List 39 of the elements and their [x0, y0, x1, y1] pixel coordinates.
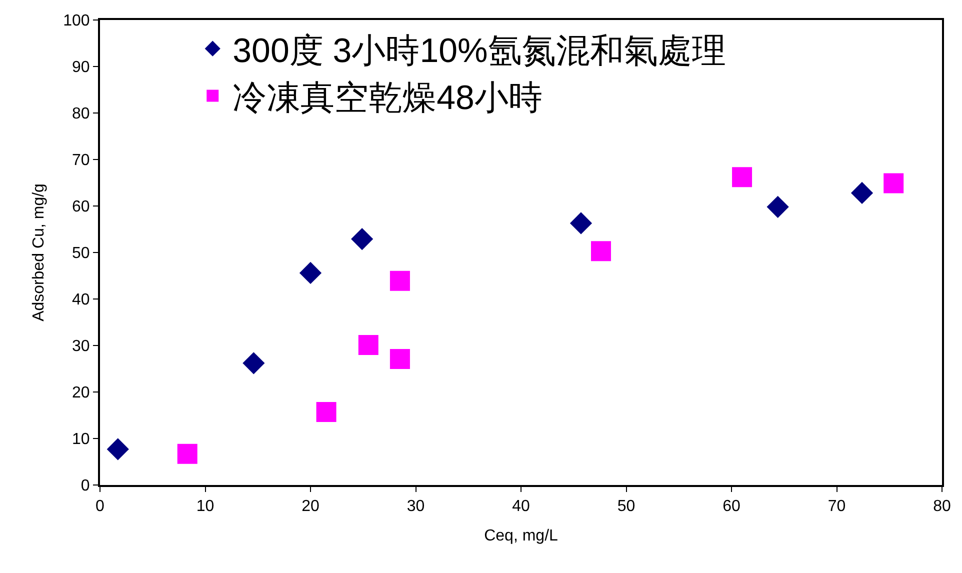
y-tick-label: 30	[72, 338, 90, 356]
point	[590, 241, 611, 262]
point	[242, 352, 265, 374]
point	[299, 262, 322, 284]
y-axis-title: Adsorbed Cu, mg/g	[30, 184, 48, 322]
point	[177, 444, 198, 464]
y-tick-label: 80	[72, 106, 90, 123]
x-tick-label: 40	[512, 498, 530, 516]
point	[884, 173, 904, 194]
x-tick-label: 20	[302, 498, 320, 516]
y-tick-label: 70	[72, 152, 90, 170]
point	[390, 348, 410, 369]
y-tick-label: 60	[72, 198, 90, 216]
legend-label: 300度 3小時10%氬氮混和氣處理	[232, 32, 726, 70]
point	[766, 196, 789, 218]
y-tick-label: 10	[72, 431, 90, 448]
x-tick-label: 50	[617, 498, 636, 516]
y-tick-label: 20	[72, 384, 90, 402]
x-tick-label: 0	[96, 498, 105, 516]
y-tick-label: 0	[80, 478, 90, 495]
point	[390, 270, 410, 291]
x-axis-title: Ceq, mg/L	[484, 527, 558, 544]
x-tick-label: 80	[933, 498, 951, 516]
y-tick-label: 50	[72, 245, 90, 262]
point	[351, 228, 374, 250]
y-tick-label: 40	[72, 292, 90, 309]
x-tick-label: 30	[406, 498, 425, 516]
point	[316, 402, 336, 422]
point	[106, 438, 129, 460]
x-tick-label: 70	[828, 498, 846, 516]
y-tick-label: 90	[72, 59, 90, 76]
point	[732, 167, 752, 188]
x-tick-label: 10	[196, 498, 214, 516]
x-tick-label: 60	[722, 498, 740, 516]
point	[570, 212, 592, 234]
point	[358, 335, 378, 356]
point	[850, 182, 874, 204]
legend-label: 冷凍真空乾燥48小時	[232, 79, 542, 118]
y-tick-label: 100	[63, 12, 90, 30]
